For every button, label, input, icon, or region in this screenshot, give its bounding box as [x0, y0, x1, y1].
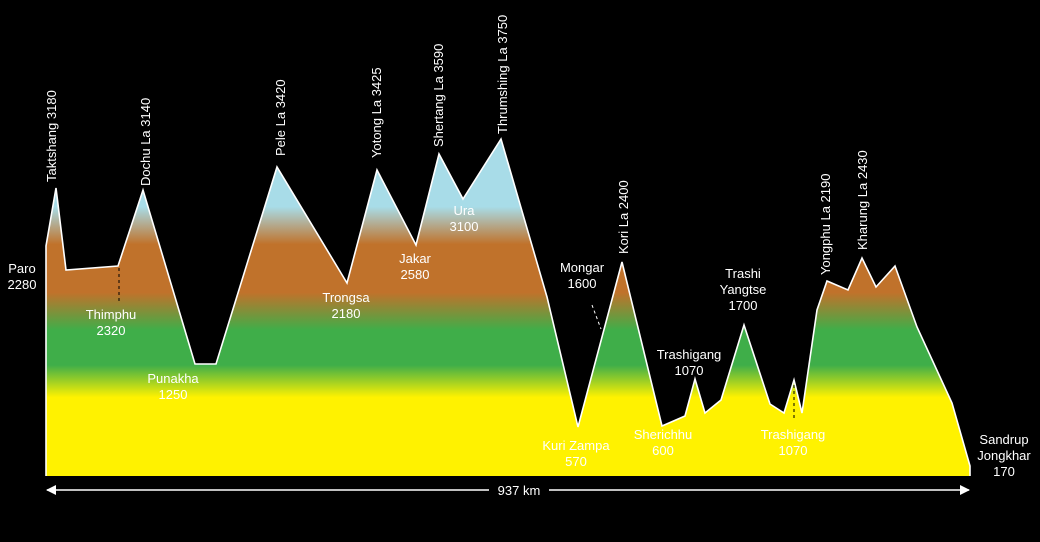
place-label-trashigang-upper: Trashigang 1070: [657, 347, 722, 378]
place-label-trashi-yangtse: Trashi Yangtse 1700: [720, 266, 767, 313]
place-label-line: Mongar: [560, 260, 605, 275]
place-label-line: Paro: [8, 261, 35, 276]
place-label-line: 1700: [729, 298, 758, 313]
place-label-line: 170: [993, 464, 1015, 479]
place-label-line: Sandrup: [979, 432, 1028, 447]
place-label-pele-la: Pele La 3420: [273, 79, 288, 156]
place-label-thrumshing-la: Thrumshing La 3750: [495, 15, 510, 134]
place-label-kuri-zampa: Kuri Zampa 570: [542, 438, 610, 469]
place-label-mongar: Mongar 1600: [560, 260, 605, 291]
place-label-line: 2180: [332, 306, 361, 321]
place-label-taktshang: Taktshang 3180: [44, 90, 59, 182]
place-label-line: Yotong La 3425: [369, 67, 384, 158]
place-label-kori-la: Kori La 2400: [616, 180, 631, 254]
place-label-line: Pele La 3420: [273, 79, 288, 156]
place-label-ura: Ura 3100: [450, 203, 479, 234]
place-label-line: Taktshang 3180: [44, 90, 59, 182]
place-label-line: 1250: [159, 387, 188, 402]
place-label-thimphu: Thimphu 2320: [86, 307, 137, 338]
elevation-profile-fill: [46, 139, 970, 476]
distance-label-bg: [489, 480, 549, 500]
place-label-dochu-la: Dochu La 3140: [138, 98, 153, 186]
place-label-line: 3100: [450, 219, 479, 234]
place-label-line: Trashigang: [657, 347, 722, 362]
place-label-line: Kori La 2400: [616, 180, 631, 254]
place-label-trashigang-lower: Trashigang 1070: [761, 427, 826, 458]
place-label-kharung-la: Kharung La 2430: [855, 150, 870, 250]
place-label-line: Jongkhar: [977, 448, 1031, 463]
place-label-line: Trashigang: [761, 427, 826, 442]
elevation-profile-outline: [45, 137, 971, 476]
place-label-line: Ura: [454, 203, 476, 218]
place-label-yotong-la: Yotong La 3425: [369, 67, 384, 158]
place-label-line: 1070: [779, 443, 808, 458]
place-label-line: 2320: [97, 323, 126, 338]
place-label-line: 1070: [675, 363, 704, 378]
place-label-line: 570: [565, 454, 587, 469]
place-label-line: 2280: [8, 277, 37, 292]
place-label-line: Shertang La 3590: [431, 44, 446, 147]
place-label-line: Dochu La 3140: [138, 98, 153, 186]
place-label-line: 2580: [401, 267, 430, 282]
place-label-line: Yangtse: [720, 282, 767, 297]
place-label-paro: Paro 2280: [8, 261, 37, 292]
place-label-trongsa: Trongsa 2180: [322, 290, 370, 321]
place-label-sherichhu: Sherichhu 600: [634, 427, 693, 458]
place-label-shertang-la: Shertang La 3590: [431, 44, 446, 147]
place-label-line: Thimphu: [86, 307, 137, 322]
place-label-line: Sherichhu: [634, 427, 693, 442]
place-labels: Paro 2280 Taktshang 3180 Thimphu 2320 Dochu L…: [8, 15, 1032, 479]
place-label-line: 1600: [568, 276, 597, 291]
place-label-line: 600: [652, 443, 674, 458]
place-label-line: Trashi: [725, 266, 761, 281]
place-label-samdrup-jongkhar: Sandrup Jongkhar 170: [977, 432, 1031, 479]
distance-label: 937 km: [498, 483, 541, 498]
place-label-line: Trongsa: [322, 290, 370, 305]
place-label-line: Kuri Zampa: [542, 438, 610, 453]
place-label-line: Punakha: [147, 371, 199, 386]
place-label-yongphu-la: Yongphu La 2190: [818, 174, 833, 275]
place-label-line: Jakar: [399, 251, 431, 266]
place-label-line: Kharung La 2430: [855, 150, 870, 250]
place-label-jakar: Jakar 2580: [399, 251, 431, 282]
place-label-punakha: Punakha 1250: [147, 371, 199, 402]
place-label-line: Thrumshing La 3750: [495, 15, 510, 134]
place-label-line: Yongphu La 2190: [818, 174, 833, 275]
mongar-leader-line: [591, 304, 602, 330]
